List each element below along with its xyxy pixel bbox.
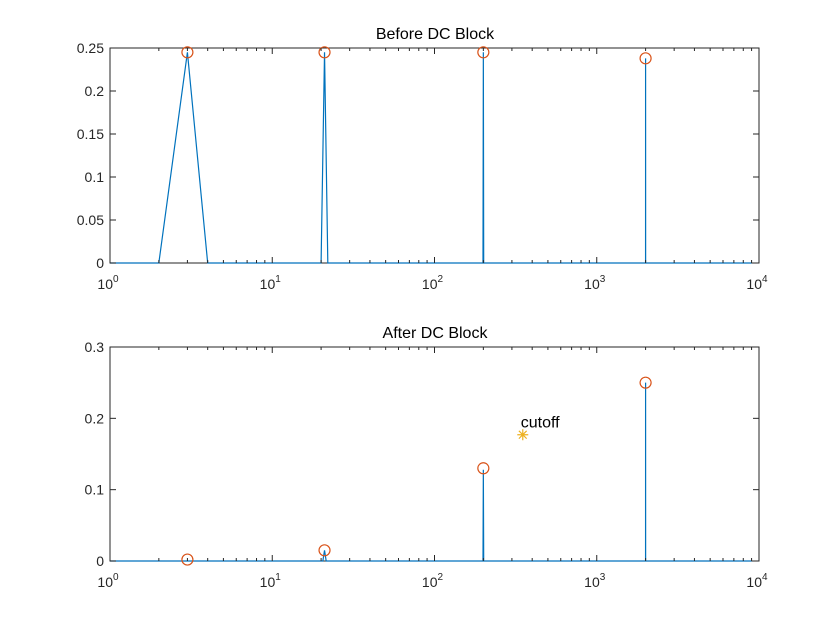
y-tick-label: 0	[96, 255, 104, 271]
peak-marker	[477, 462, 490, 475]
y-tick-label: 0.2	[85, 410, 105, 426]
peak-marker	[318, 46, 331, 59]
axes-frame	[109, 346, 760, 562]
y-tick-label: 0.05	[77, 212, 104, 228]
y-tick-label: 0.1	[85, 482, 105, 498]
y-tick-label: 0.2	[85, 83, 105, 99]
peak-marker	[181, 553, 194, 566]
peak-marker	[181, 46, 194, 59]
spectrum-line	[110, 52, 752, 264]
spectrum-line	[110, 382, 752, 562]
axes-frame	[109, 47, 760, 264]
y-tick-label: 0.1	[85, 169, 105, 185]
y-tick-label: 0	[96, 553, 104, 569]
subplot-title: After DC Block	[383, 325, 489, 342]
peak-marker	[639, 376, 652, 389]
plot-marks	[110, 46, 752, 264]
y-tick-label: 0.15	[77, 126, 104, 142]
peak-marker	[639, 52, 652, 65]
annotation-label: cutoff	[521, 415, 560, 432]
cutoff-marker	[517, 429, 529, 441]
peak-marker	[318, 544, 331, 557]
plot-marks: cutoff	[110, 376, 752, 566]
subplot-title: Before DC Block	[376, 26, 495, 43]
peak-marker	[477, 46, 490, 59]
y-tick-label: 0.25	[77, 40, 104, 56]
y-tick-label: 0.3	[85, 339, 105, 355]
